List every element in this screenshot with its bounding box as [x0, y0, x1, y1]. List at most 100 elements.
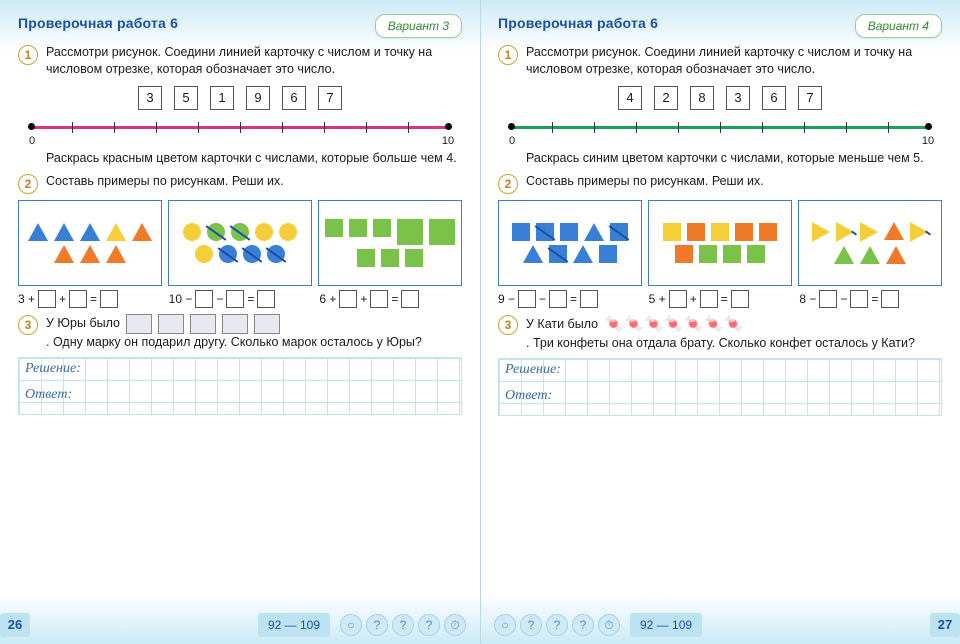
- clock-icon: ⏱: [598, 614, 620, 636]
- candy-icon: 🍬: [624, 316, 644, 333]
- task-2: 2 Составь примеры по рисункам. Реши их. …: [18, 173, 462, 308]
- answer-label: Ответ:: [505, 387, 552, 406]
- task-number: 1: [18, 45, 38, 65]
- footer-icons: ○ ? ? ? ⏱: [494, 614, 620, 636]
- number-cards: 4 2 8 3 6 7: [498, 86, 942, 110]
- equation: 3 ++=: [18, 290, 161, 308]
- equation: 8 −−=: [799, 290, 942, 308]
- equation: 5 ++=: [649, 290, 792, 308]
- task-number: 3: [18, 315, 38, 335]
- number-card: 9: [246, 86, 270, 110]
- number-card: 5: [174, 86, 198, 110]
- equations-row: 9 −−= 5 ++= 8 −−=: [498, 290, 942, 308]
- number-card: 3: [726, 86, 750, 110]
- task-text: У Кати было 🍬🍬🍬🍬🍬🍬🍬 . Три конфеты она от…: [526, 314, 942, 352]
- page-number: 27: [930, 613, 960, 637]
- number-line-tick: [366, 122, 367, 133]
- solution-label: Решение:: [505, 361, 561, 380]
- task-text: Рассмотри рисунок. Соедини линией карточ…: [46, 44, 462, 78]
- task-number: 3: [498, 315, 518, 335]
- task-number: 2: [498, 174, 518, 194]
- shape-panel: [798, 200, 942, 286]
- shape-panel: [498, 200, 642, 286]
- page-reference: 92 — 109: [258, 613, 330, 637]
- equation: 9 −−=: [498, 290, 641, 308]
- number-line-tick: [594, 122, 595, 133]
- stamp-icon: [126, 314, 152, 334]
- question-icon: ?: [392, 614, 414, 636]
- variant-badge: Вариант 3: [375, 14, 462, 38]
- balloon-icon: ○: [494, 614, 516, 636]
- number-line-tick: [324, 122, 325, 133]
- candy-icon: 🍬: [644, 316, 664, 333]
- task-3: 3 У Кати было 🍬🍬🍬🍬🍬🍬🍬 . Три конфеты она …: [498, 314, 942, 416]
- clock-icon: ⏱: [444, 614, 466, 636]
- axis-label: 0: [29, 134, 35, 149]
- page-title: Проверочная работа 6: [18, 14, 178, 33]
- task-text: Составь примеры по рисункам. Реши их.: [46, 173, 462, 190]
- story-pre: У Юры было: [46, 315, 120, 332]
- shape-panel: [18, 200, 162, 286]
- stamp-icon: [222, 314, 248, 334]
- number-line-endpoint: [445, 123, 452, 130]
- axis-label: 10: [442, 134, 454, 149]
- answer-grid: Решение: Ответ:: [18, 357, 462, 415]
- number-line: 0 10: [24, 116, 456, 146]
- question-icon: ?: [366, 614, 388, 636]
- number-card: 4: [618, 86, 642, 110]
- candy-icon: 🍬: [684, 316, 704, 333]
- task-number: 1: [498, 45, 518, 65]
- candy-icon: 🍬: [724, 316, 744, 333]
- page-footer: 26 92 — 109 ○ ? ? ? ⏱: [0, 612, 480, 638]
- axis-label: 10: [922, 134, 934, 149]
- story-pre: У Кати было: [526, 316, 598, 333]
- task-text: Рассмотри рисунок. Соедини линией карточ…: [526, 44, 942, 78]
- question-icon: ?: [418, 614, 440, 636]
- stamp-icon: [190, 314, 216, 334]
- task-1: 1 Рассмотри рисунок. Соедини линией карт…: [498, 44, 942, 167]
- story-post: . Одну марку он подарил другу. Сколько м…: [46, 335, 422, 349]
- number-card: 6: [282, 86, 306, 110]
- number-card: 8: [690, 86, 714, 110]
- balloon-icon: ○: [340, 614, 362, 636]
- number-line-tick: [720, 122, 721, 133]
- number-line-tick: [846, 122, 847, 133]
- number-card: 6: [762, 86, 786, 110]
- question-icon: ?: [572, 614, 594, 636]
- task-text: Составь примеры по рисункам. Реши их.: [526, 173, 942, 190]
- page-footer: ○ ? ? ? ⏱ 92 — 109 27: [480, 612, 960, 638]
- number-line: 0 10: [504, 116, 936, 146]
- number-line-tick: [156, 122, 157, 133]
- number-line-tick: [636, 122, 637, 133]
- page-left: Проверочная работа 6 Вариант 3 1 Рассмот…: [0, 0, 480, 644]
- number-line-tick: [678, 122, 679, 133]
- candy-icon: 🍬: [604, 316, 624, 333]
- stamp-icon: [158, 314, 184, 334]
- equations-row: 3 ++= 10 −−= 6 ++=: [18, 290, 462, 308]
- number-line-tick: [72, 122, 73, 133]
- question-icon: ?: [546, 614, 568, 636]
- solution-label: Решение:: [25, 360, 81, 379]
- number-line-tick: [804, 122, 805, 133]
- number-line-tick: [552, 122, 553, 133]
- number-cards: 3 5 1 9 6 7: [18, 86, 462, 110]
- page-number: 26: [0, 613, 30, 637]
- task-1: 1 Рассмотри рисунок. Соедини линией карт…: [18, 44, 462, 167]
- variant-badge: Вариант 4: [855, 14, 942, 38]
- number-card: 7: [798, 86, 822, 110]
- story-post: . Три конфеты она отдала брату. Сколько …: [526, 336, 915, 350]
- task-subtext: Раскрась красным цветом карточки с числа…: [46, 150, 462, 167]
- number-line-endpoint: [925, 123, 932, 130]
- number-card: 3: [138, 86, 162, 110]
- number-line-tick: [282, 122, 283, 133]
- shape-panel: [648, 200, 792, 286]
- footer-icons: ○ ? ? ? ⏱: [340, 614, 466, 636]
- number-card: 2: [654, 86, 678, 110]
- page-right: Проверочная работа 6 Вариант 4 1 Рассмот…: [480, 0, 960, 644]
- answer-label: Ответ:: [25, 386, 72, 405]
- number-line-tick: [240, 122, 241, 133]
- stamp-icon: [254, 314, 280, 334]
- number-card: 7: [318, 86, 342, 110]
- page-title: Проверочная работа 6: [498, 14, 658, 33]
- equation: 6 ++=: [319, 290, 462, 308]
